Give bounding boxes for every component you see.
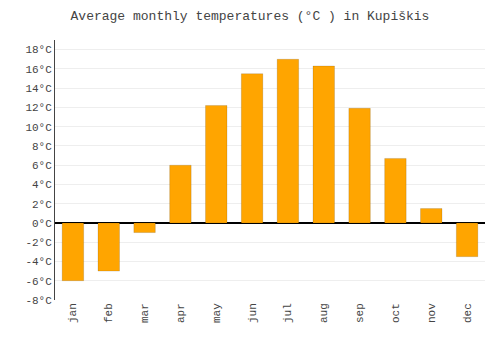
- svg-text:may: may: [211, 303, 223, 323]
- svg-text:dec: dec: [462, 303, 474, 323]
- svg-text:sep: sep: [354, 303, 366, 323]
- svg-text:6°C: 6°C: [32, 160, 52, 172]
- svg-text:jul: jul: [282, 303, 294, 323]
- svg-text:4°C: 4°C: [32, 179, 52, 191]
- svg-text:mar: mar: [139, 303, 151, 323]
- svg-text:-4°C: -4°C: [25, 256, 52, 268]
- svg-text:12°C: 12°C: [25, 102, 52, 114]
- svg-text:16°C: 16°C: [25, 64, 52, 76]
- svg-text:Average monthly temperatures (: Average monthly temperatures (°C ) in Ku…: [71, 9, 430, 24]
- svg-text:jan: jan: [67, 303, 79, 323]
- svg-text:2°C: 2°C: [32, 199, 52, 211]
- svg-text:aug: aug: [318, 303, 330, 323]
- svg-text:apr: apr: [175, 303, 187, 323]
- svg-text:-6°C: -6°C: [25, 276, 52, 288]
- svg-text:nov: nov: [426, 303, 438, 323]
- svg-text:18°C: 18°C: [25, 44, 52, 56]
- svg-text:-2°C: -2°C: [25, 237, 52, 249]
- svg-text:8°C: 8°C: [32, 141, 52, 153]
- svg-text:10°C: 10°C: [25, 122, 52, 134]
- svg-text:oct: oct: [390, 303, 402, 323]
- svg-text:14°C: 14°C: [25, 83, 52, 95]
- svg-text:feb: feb: [103, 303, 115, 323]
- svg-text:jun: jun: [247, 303, 259, 323]
- svg-text:-8°C: -8°C: [25, 295, 52, 307]
- svg-text:0°C: 0°C: [32, 218, 52, 230]
